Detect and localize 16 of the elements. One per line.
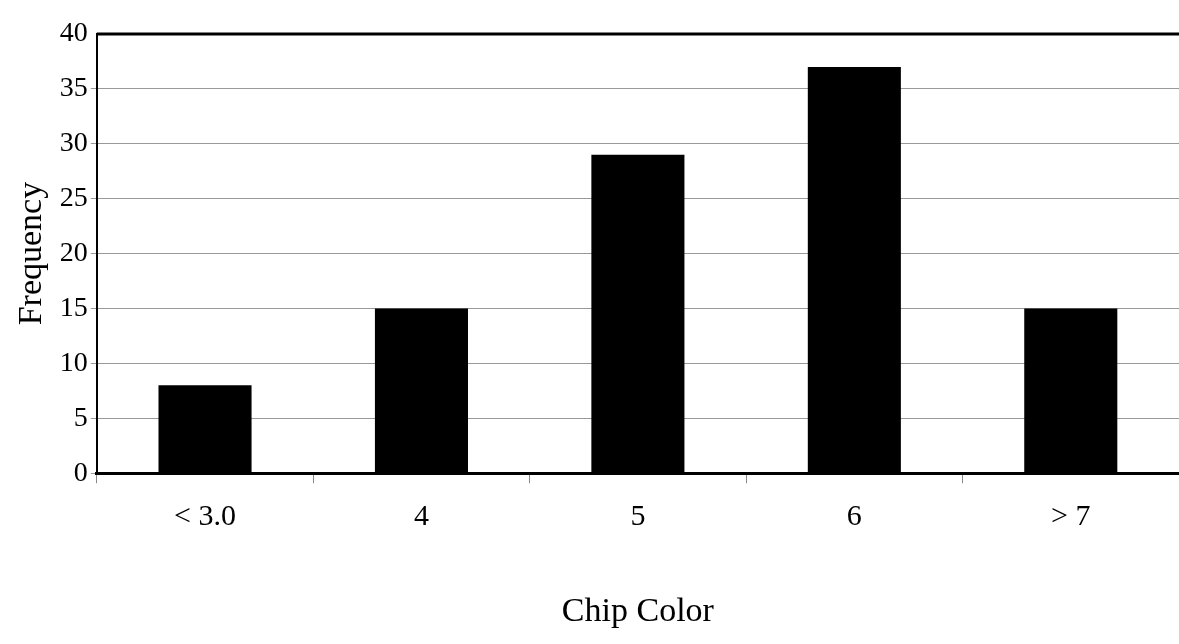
- x-tick-label: 5: [630, 498, 646, 532]
- y-tick-label: 15: [59, 290, 88, 322]
- y-tick-label: 20: [59, 235, 88, 267]
- y-tick-label: 25: [59, 181, 88, 213]
- y-tick-label: 10: [59, 345, 88, 377]
- x-tick-label: < 3.0: [174, 498, 236, 532]
- x-tick-label: > 7: [1051, 498, 1091, 532]
- y-axis-title: Frequency: [11, 181, 49, 326]
- x-axis-title: Chip Color: [561, 590, 715, 628]
- y-tick-label: 40: [59, 16, 88, 48]
- y-tick-label: 35: [59, 71, 88, 103]
- x-tick-label: 6: [846, 498, 862, 532]
- y-tick-label: 5: [73, 400, 88, 432]
- y-tick-label: 0: [73, 455, 88, 487]
- y-tick-label: 30: [59, 126, 88, 158]
- x-tick-label: 4: [413, 498, 429, 532]
